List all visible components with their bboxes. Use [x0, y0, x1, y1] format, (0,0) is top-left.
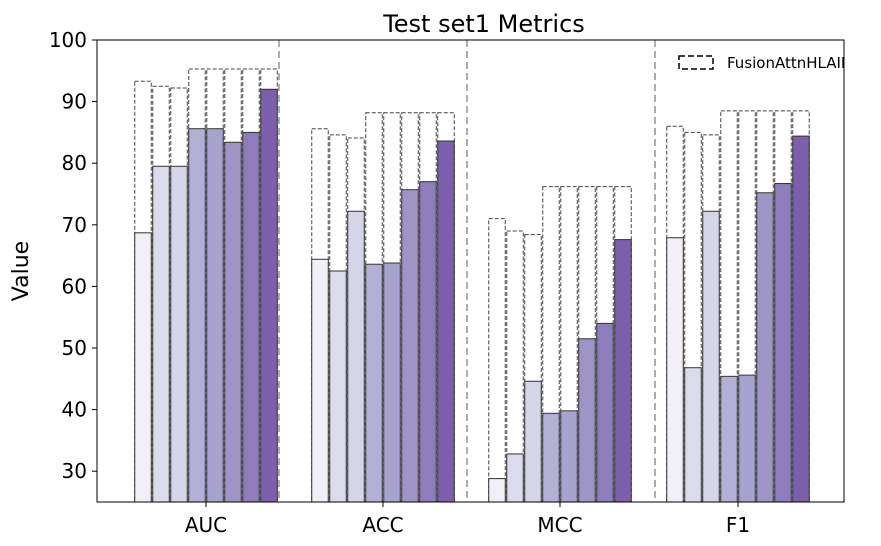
legend-label: FusionAttnHLAII — [727, 54, 845, 72]
y-tick-label: 80 — [62, 151, 87, 175]
plot-area: AUC ACC MCC F1 30 40 50 60 70 80 90 100 — [49, 28, 845, 537]
y-tick-label: 60 — [62, 274, 87, 298]
solid-bar — [756, 192, 774, 503]
solid-bar — [383, 262, 401, 503]
solid-bar — [560, 410, 578, 503]
solid-bar — [224, 141, 242, 503]
y-tick-label: 30 — [62, 459, 87, 483]
solid-bar — [188, 128, 206, 503]
x-tick-label: F1 — [726, 513, 750, 537]
y-tick-label: 50 — [62, 336, 87, 360]
solid-bar — [437, 140, 455, 503]
solid-bar — [506, 453, 524, 503]
solid-bar — [738, 374, 756, 503]
y-tick-label: 70 — [62, 213, 87, 237]
y-tick-label: 100 — [49, 28, 87, 52]
plot-frame — [96, 39, 845, 503]
solid-bar — [792, 135, 810, 503]
solid-bar — [401, 189, 419, 503]
solid-bar — [488, 478, 506, 503]
solid-bar — [347, 210, 365, 503]
y-tick-label: 40 — [62, 398, 87, 422]
x-tick-label: AUC — [185, 513, 227, 537]
y-axis-label: Value — [9, 241, 34, 301]
chart-title: Test set1 Metrics — [382, 10, 585, 38]
dashed-bar — [488, 218, 506, 503]
solid-bar — [614, 239, 632, 503]
solid-bar — [206, 128, 224, 503]
solid-bar — [260, 88, 278, 503]
x-tick-label: ACC — [362, 513, 403, 537]
solid-bar — [524, 380, 542, 503]
solid-bar — [684, 367, 702, 503]
solid-bar — [365, 263, 383, 503]
solid-bar — [329, 270, 347, 503]
solid-bar — [242, 131, 260, 503]
y-tick-label: 90 — [62, 90, 87, 114]
solid-bar — [774, 183, 792, 503]
solid-bar — [134, 232, 152, 503]
legend-swatch-dashed — [678, 55, 714, 70]
x-tick-label: MCC — [537, 513, 582, 537]
solid-bar — [666, 237, 684, 503]
solid-bar — [542, 412, 560, 503]
solid-bar — [419, 181, 437, 503]
solid-bar — [311, 258, 329, 503]
solid-bar — [702, 210, 720, 503]
solid-bar — [170, 165, 188, 503]
solid-bar — [720, 375, 738, 503]
solid-bar — [152, 165, 170, 503]
legend: FusionAttnHLAII — [678, 54, 845, 72]
solid-bar — [596, 322, 614, 503]
solid-bar — [578, 338, 596, 503]
